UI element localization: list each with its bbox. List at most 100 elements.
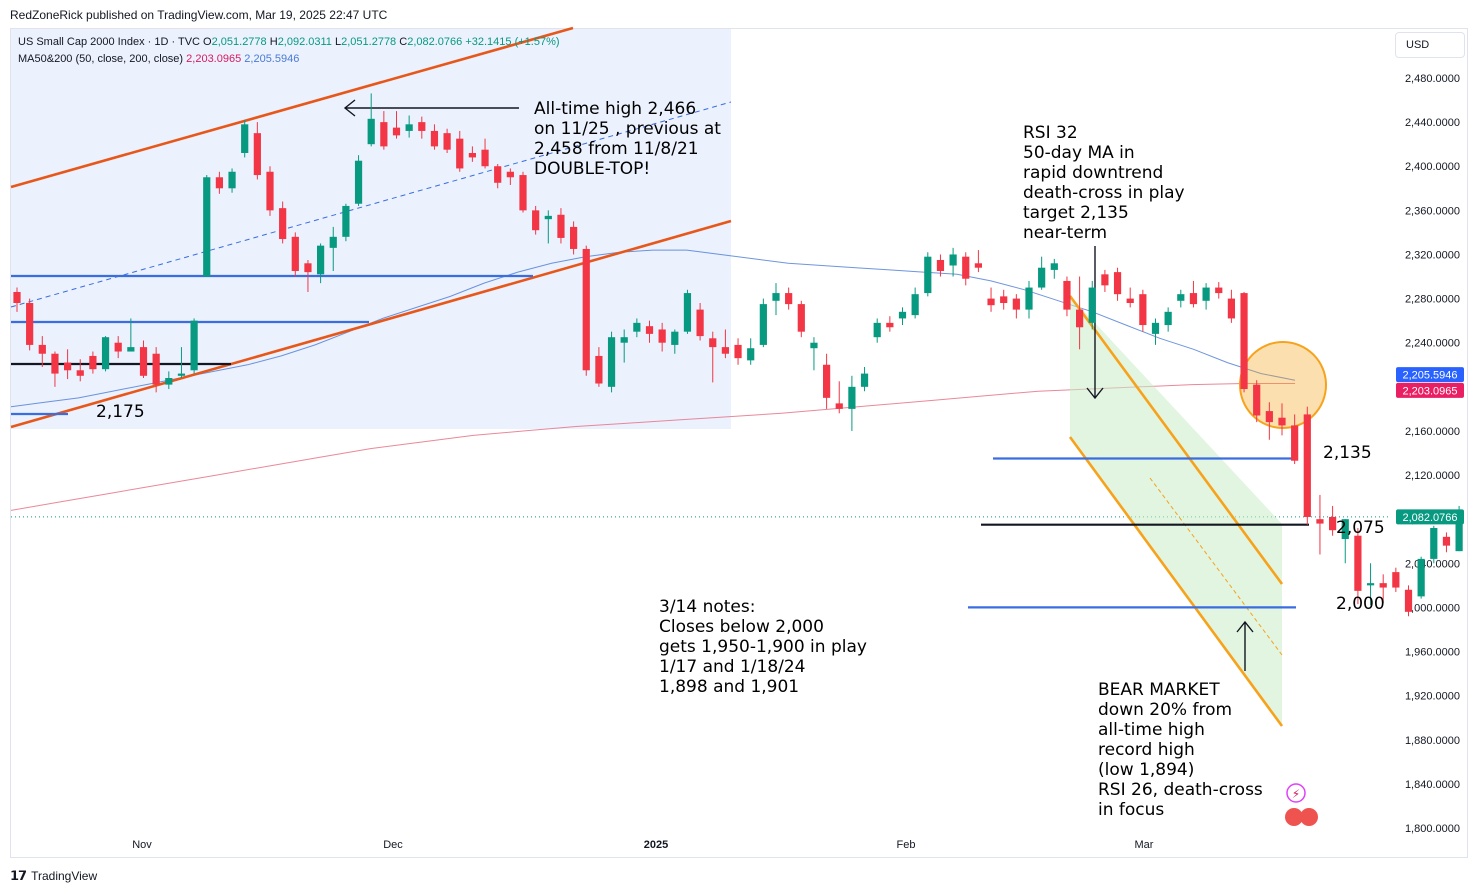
candle-body xyxy=(1050,263,1058,270)
candle-body xyxy=(1278,417,1286,426)
flag-icon-1 xyxy=(1285,808,1303,826)
candle xyxy=(405,115,413,138)
candle-body xyxy=(607,337,616,387)
candle-body xyxy=(405,124,413,131)
candle-body xyxy=(1455,516,1463,552)
y-tick-label: 2,000.0000 xyxy=(1405,602,1460,614)
y-tick-label: 2,360.0000 xyxy=(1405,205,1460,217)
candle-body xyxy=(873,322,881,338)
candle xyxy=(76,359,84,382)
notes-annotation: 3/14 notes: Closes below 2,000 gets 1,95… xyxy=(659,597,867,697)
candle xyxy=(810,337,818,371)
candle xyxy=(1430,525,1438,564)
candle-body xyxy=(1151,322,1160,334)
candle-body xyxy=(64,362,72,371)
footer-brand: TradingView xyxy=(31,869,98,883)
y-tick-label: 1,840.0000 xyxy=(1405,779,1460,791)
price-label-text: 2,082.0766 xyxy=(1402,512,1457,524)
candle xyxy=(772,283,780,316)
down-channel-shade xyxy=(1070,296,1282,726)
candle xyxy=(64,349,72,380)
candle xyxy=(785,287,793,310)
candle-body xyxy=(354,160,363,204)
candle xyxy=(1392,567,1400,592)
candle xyxy=(190,318,198,374)
candle xyxy=(367,93,375,147)
lightning-icon: ⚡ xyxy=(1292,787,1300,801)
currency-selector[interactable]: USD xyxy=(1395,32,1465,58)
price-label-text: 2,203.0965 xyxy=(1402,385,1457,397)
candle xyxy=(1379,574,1387,603)
symbol-name[interactable]: US Small Cap 2000 Index · 1D · TVC xyxy=(18,36,200,48)
candle-body xyxy=(772,293,780,301)
candle xyxy=(1151,318,1160,345)
ma200-value: 2,205.5946 xyxy=(244,53,300,65)
candle xyxy=(987,287,995,312)
candle-body xyxy=(1164,311,1172,326)
candle-body xyxy=(1076,309,1084,328)
candle-body xyxy=(1316,519,1324,524)
candle xyxy=(203,175,211,277)
footer: 𝟭𝟳 TradingView xyxy=(10,868,97,884)
candle xyxy=(911,287,919,319)
candle-body xyxy=(911,294,919,316)
y-tick-label: 2,240.0000 xyxy=(1405,338,1460,350)
candle xyxy=(734,338,742,365)
candle xyxy=(430,124,439,150)
candle-body xyxy=(1202,287,1210,301)
candle xyxy=(595,347,603,387)
candle-body xyxy=(468,153,476,158)
down-channel-lower xyxy=(1068,436,1284,727)
channel-shade xyxy=(11,29,731,429)
candle-body xyxy=(759,304,767,345)
candle-body xyxy=(481,149,489,167)
open-label: O xyxy=(203,36,212,48)
bear-arrow xyxy=(1236,620,1254,671)
candle xyxy=(392,111,401,139)
down-channel-mid xyxy=(1149,477,1283,656)
channel-midline xyxy=(10,101,732,308)
candle-body xyxy=(456,138,464,169)
candle-body xyxy=(253,133,261,176)
candle-body xyxy=(924,256,932,294)
candle xyxy=(1227,289,1235,323)
candle xyxy=(51,351,59,387)
candle xyxy=(228,168,236,193)
candle xyxy=(418,116,426,139)
change-value: +32.1415 (+1.57%) xyxy=(465,36,560,48)
ma-legend[interactable]: MA50&200 (50, close, 200, close) 2,203.0… xyxy=(18,53,299,65)
candle-body xyxy=(329,236,337,248)
candle xyxy=(1329,505,1337,536)
candle-body xyxy=(1392,572,1400,588)
candle xyxy=(266,166,274,216)
candle xyxy=(949,247,957,277)
candle xyxy=(797,300,805,338)
candle xyxy=(557,208,565,244)
candle-body xyxy=(392,127,401,136)
candle xyxy=(1177,289,1185,308)
candle xyxy=(974,250,982,273)
candle-body xyxy=(1000,296,1008,303)
ma-label[interactable]: MA50&200 (50, close, 200, close) xyxy=(18,53,184,65)
candle xyxy=(1038,256,1046,290)
candle xyxy=(1354,528,1362,605)
symbol-legend[interactable]: US Small Cap 2000 Index · 1D · TVC O2,05… xyxy=(18,36,560,48)
x-tick-label: Dec xyxy=(383,839,403,851)
candle xyxy=(1366,563,1375,606)
candle xyxy=(1139,289,1147,332)
candle-body xyxy=(645,326,654,334)
candle xyxy=(924,252,932,297)
candle xyxy=(38,336,46,367)
ath-annotation: All-time high 2,466 on 11/25 , previous … xyxy=(534,99,721,179)
candle-body xyxy=(317,245,325,275)
candle-body xyxy=(709,338,717,348)
chart-frame[interactable] xyxy=(10,28,1468,858)
candle-body xyxy=(936,259,945,272)
candle xyxy=(696,303,704,341)
candle-body xyxy=(683,293,692,332)
candle xyxy=(519,171,527,213)
candle-body xyxy=(1253,384,1261,416)
candle xyxy=(683,289,692,334)
candle xyxy=(1303,406,1311,525)
